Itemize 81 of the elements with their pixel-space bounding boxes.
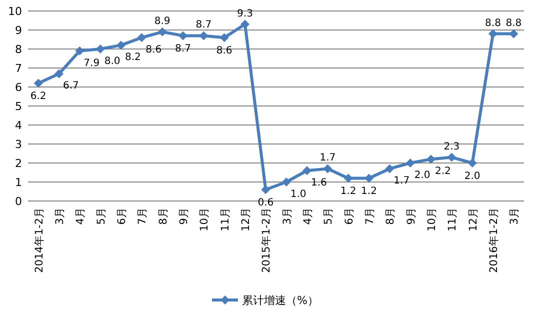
x-tick-label: 8月 [157, 207, 170, 225]
data-label: 0.6 [258, 198, 274, 209]
data-label: 8.7 [196, 20, 212, 31]
point [240, 20, 250, 29]
y-tick-label: 9 [15, 24, 22, 37]
point [364, 174, 374, 183]
y-tick-label: 7 [15, 62, 22, 75]
x-tick-label: 9月 [178, 207, 190, 225]
point [54, 69, 64, 78]
x-tick-label: 3月 [508, 207, 521, 225]
data-label: 1.7 [394, 176, 410, 187]
data-label: 1.6 [311, 178, 327, 189]
data-label: 9.3 [237, 8, 253, 20]
y-tick-label: 3 [15, 138, 22, 151]
data-label: 8.7 [175, 44, 191, 55]
x-tick-label: 10月 [426, 207, 438, 232]
point [426, 154, 436, 164]
x-tick-label: 9月 [405, 207, 418, 225]
data-label: 1.0 [290, 189, 306, 200]
y-tick-label: 0 [15, 195, 22, 208]
point [137, 33, 146, 42]
x-tick-label: 10月 [198, 207, 211, 232]
data-label: 1.2 [340, 186, 356, 198]
x-tick-label: 12月 [467, 207, 480, 232]
y-tick-label: 6 [15, 81, 22, 94]
data-label: 2.3 [444, 141, 460, 152]
point [178, 31, 188, 40]
point [261, 185, 270, 194]
data-label: 8.2 [125, 52, 141, 64]
point [34, 78, 43, 88]
y-tick-label: 2 [15, 157, 22, 170]
point [282, 178, 291, 186]
data-label: 6.2 [30, 91, 46, 102]
x-tick-label: 2014年1-2月 [33, 207, 46, 273]
data-label: 8.6 [146, 44, 162, 56]
data-label: 8.9 [154, 16, 170, 27]
x-tick-label: 2015年1-2月 [260, 207, 273, 273]
point [302, 166, 312, 176]
data-label: 1.2 [361, 186, 377, 198]
point [220, 33, 229, 42]
data-label: 2.2 [435, 166, 451, 178]
y-tick-label: 10 [8, 5, 22, 18]
point [406, 158, 415, 168]
y-tick-label: 5 [15, 100, 22, 113]
point [468, 158, 477, 168]
data-label: 2.0 [464, 171, 480, 182]
x-tick-label: 5月 [322, 207, 335, 225]
y-tick-label: 1 [15, 176, 22, 189]
data-label: 7.9 [84, 58, 100, 69]
x-tick-label: 6月 [343, 207, 356, 225]
y-tick-label: 8 [15, 43, 22, 56]
data-label: 8.8 [506, 18, 522, 29]
x-tick-label: 3月 [54, 207, 66, 225]
point [116, 40, 126, 50]
point [323, 164, 332, 174]
data-label: 6.7 [63, 80, 79, 92]
data-label: 2.0 [414, 170, 430, 181]
x-tick-label: 4月 [74, 207, 87, 225]
x-tick-label: 5月 [95, 207, 108, 225]
x-tick-label: 4月 [302, 207, 314, 225]
point [96, 44, 105, 54]
x-tick-label: 6月 [116, 207, 128, 225]
data-label: 8.8 [485, 18, 501, 29]
point [158, 27, 167, 36]
legend: 累计增速（%） [212, 294, 318, 307]
x-tick-label: 12月 [240, 207, 252, 232]
x-tick-label: 11月 [219, 207, 232, 232]
x-tick-label: 2016年1-2月 [488, 207, 500, 273]
point [447, 152, 456, 162]
data-label: 1.7 [320, 152, 336, 164]
x-tick-label: 8月 [384, 207, 397, 225]
x-tick-label: 11月 [446, 207, 459, 232]
x-tick-label: 7月 [136, 207, 149, 225]
legend-label: 累计增速（%） [242, 294, 318, 307]
data-label: 8.6 [216, 46, 232, 57]
data-label: 8.0 [104, 56, 120, 67]
point [488, 29, 498, 38]
x-tick-label: 7月 [364, 207, 376, 225]
point [385, 164, 394, 174]
x-tick-label: 3月 [281, 207, 294, 225]
y-tick-label: 4 [15, 119, 22, 132]
